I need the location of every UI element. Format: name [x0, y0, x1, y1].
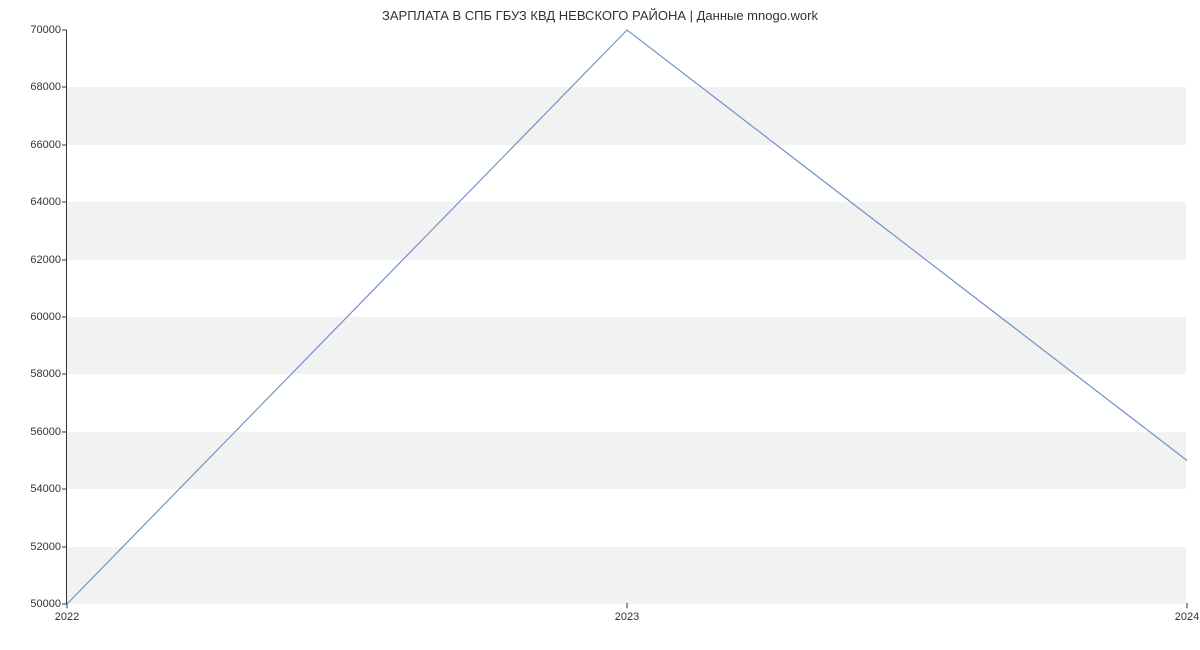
y-tick-label: 52000	[30, 541, 61, 553]
y-tick-label: 50000	[30, 598, 61, 610]
salary-line-chart: ЗАРПЛАТА В СПБ ГБУЗ КВД НЕВСКОГО РАЙОНА …	[0, 0, 1200, 650]
plot-area: 5000052000540005600058000600006200064000…	[66, 30, 1186, 604]
x-tick-label: 2024	[1175, 611, 1199, 623]
line-series	[67, 30, 1187, 604]
y-tick-label: 66000	[30, 139, 61, 151]
x-tick-label: 2022	[55, 611, 79, 623]
salary-line	[67, 30, 1187, 604]
y-tick-label: 64000	[30, 196, 61, 208]
y-tick-label: 70000	[30, 24, 61, 36]
y-tick-label: 58000	[30, 368, 61, 380]
y-tick-label: 54000	[30, 483, 61, 495]
x-tick-label: 2023	[615, 611, 639, 623]
y-tick-label: 68000	[30, 81, 61, 93]
y-tick-label: 56000	[30, 426, 61, 438]
chart-title: ЗАРПЛАТА В СПБ ГБУЗ КВД НЕВСКОГО РАЙОНА …	[0, 8, 1200, 23]
y-tick-label: 60000	[30, 311, 61, 323]
y-tick-label: 62000	[30, 254, 61, 266]
